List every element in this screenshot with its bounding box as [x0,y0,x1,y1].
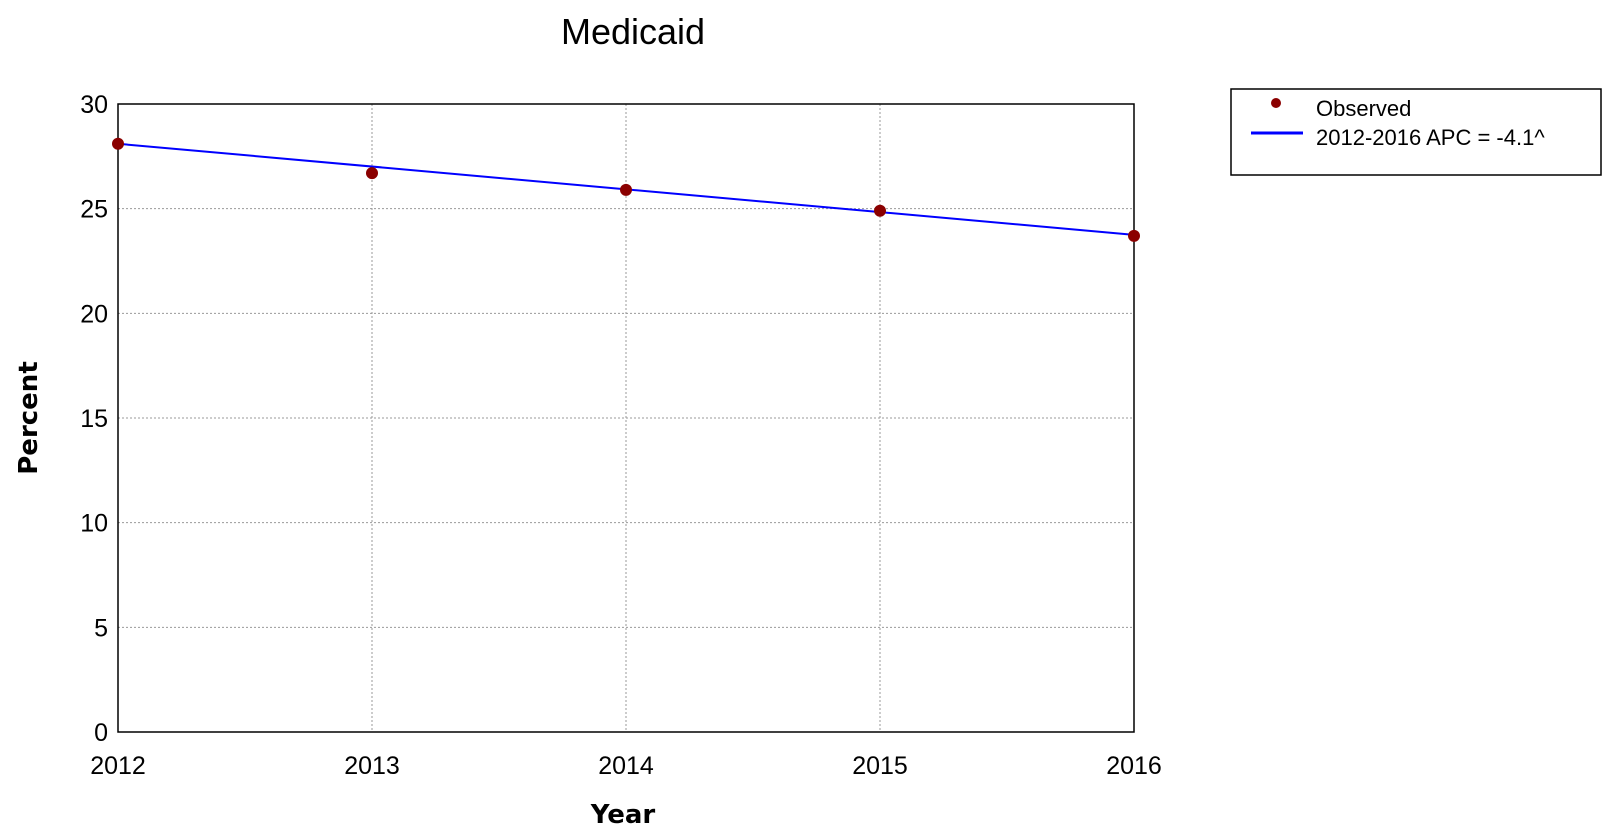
observed-point [874,204,886,217]
plot-area [117,103,1135,733]
x-tick-label: 2016 [1106,752,1162,780]
y-tick-label: 10 [80,510,108,538]
x-tick-label: 2015 [852,752,908,780]
gridlines [118,104,1134,732]
y-tick-label: 15 [80,405,108,433]
x-axis-label: Year [590,800,656,826]
y-tick-label: 0 [94,719,108,747]
y-tick-label: 30 [80,91,108,119]
data-points [112,137,1140,242]
legend-marker-observed [1271,98,1281,108]
observed-point [1128,229,1140,242]
chart-title: Medicaid [561,11,705,52]
x-axis-ticks: 2012 2013 2014 2015 2016 [90,752,1162,780]
x-tick-label: 2014 [598,752,654,780]
observed-point [620,183,632,196]
y-tick-label: 20 [80,300,108,328]
x-tick-label: 2013 [344,752,400,780]
y-axis-ticks: 0 5 10 15 20 25 30 [80,91,108,747]
legend-label-trend: 2012-2016 APC = -4.1^ [1316,125,1545,150]
legend-label-observed: Observed [1316,96,1411,121]
observed-point [366,167,378,180]
y-tick-label: 5 [94,614,108,642]
x-tick-label: 2012 [90,752,146,780]
observed-point [112,137,124,150]
y-axis-label: Percent [14,361,44,475]
legend: Observed 2012-2016 APC = -4.1^ [1230,88,1602,176]
y-tick-label: 25 [80,196,108,224]
